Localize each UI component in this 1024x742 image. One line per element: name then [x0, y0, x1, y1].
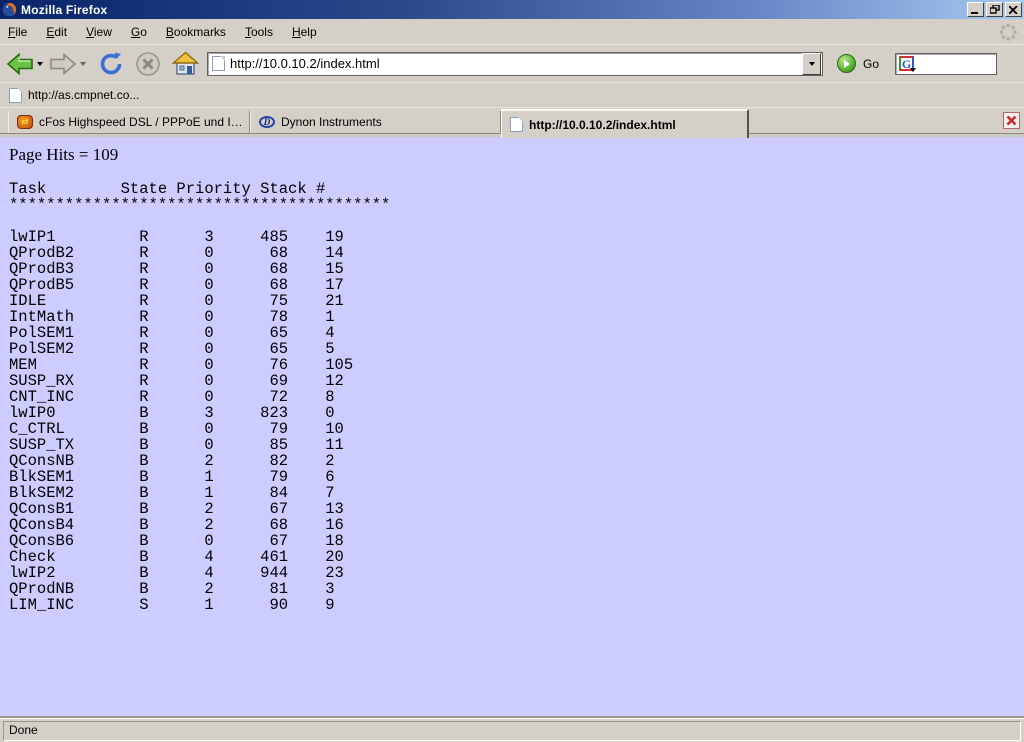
- bookmark-label: http://as.cmpnet.co...: [28, 88, 140, 102]
- close-tab-icon: [1006, 115, 1017, 126]
- home-button[interactable]: [171, 49, 199, 79]
- menu-view[interactable]: View: [86, 24, 112, 39]
- bookmark-item[interactable]: http://as.cmpnet.co...: [9, 87, 140, 103]
- url-bar[interactable]: http://10.0.10.2/index.html: [207, 51, 823, 76]
- menu-bookmarks[interactable]: Bookmarks: [165, 24, 226, 39]
- bookmarks-bar: http://as.cmpnet.co...: [0, 82, 1024, 107]
- window-title: Mozilla Firefox: [21, 2, 108, 17]
- throbber-icon: [998, 22, 1018, 45]
- go-button[interactable]: [837, 54, 856, 73]
- google-search-icon[interactable]: G: [899, 56, 917, 72]
- restore-button[interactable]: [986, 2, 1003, 17]
- menu-file[interactable]: File: [8, 24, 28, 39]
- reload-button[interactable]: [97, 49, 125, 79]
- reload-icon: [100, 52, 122, 74]
- go-label[interactable]: Go: [863, 56, 880, 71]
- tab-2[interactable]: D Dynon Instruments: [250, 111, 501, 133]
- back-button[interactable]: [6, 49, 34, 79]
- menu-items: File Edit View Go Bookmarks Tools Help: [8, 25, 336, 39]
- tab-label: cFos Highspeed DSL / PPPoE und ISDN CAP.…: [39, 115, 249, 129]
- url-input[interactable]: http://10.0.10.2/index.html: [230, 56, 380, 71]
- task-table: Task State Priority Stack # ************…: [9, 180, 391, 614]
- close-window-button[interactable]: [1005, 2, 1022, 17]
- window-controls: [967, 2, 1022, 17]
- menu-tools[interactable]: Tools: [244, 24, 273, 39]
- navigation-toolbar: http://10.0.10.2/index.html Go G: [0, 44, 1024, 82]
- title-bar: Mozilla Firefox: [0, 0, 1024, 19]
- tab-label: http://10.0.10.2/index.html: [529, 117, 676, 132]
- page-icon: [510, 117, 523, 132]
- status-bar: Done: [0, 718, 1024, 742]
- cfos-icon: cf: [17, 115, 33, 129]
- search-input[interactable]: G: [895, 52, 998, 75]
- tab-strip: cf cFos Highspeed DSL / PPPoE und ISDN CA…: [0, 108, 1024, 138]
- url-page-icon: [212, 56, 225, 71]
- stop-icon: [136, 51, 160, 76]
- tab-1[interactable]: cf cFos Highspeed DSL / PPPoE und ISDN CA…: [8, 111, 250, 133]
- forward-dropdown-icon[interactable]: [77, 49, 88, 79]
- tab-3[interactable]: http://10.0.10.2/index.html: [501, 109, 749, 138]
- menu-go[interactable]: Go: [130, 24, 147, 39]
- search-dropdown-icon: [910, 68, 917, 72]
- tab-bar: cf cFos Highspeed DSL / PPPoE und ISDN CA…: [0, 107, 1024, 138]
- page-hits-text: Page Hits = 109: [9, 145, 119, 164]
- back-dropdown-icon[interactable]: [34, 49, 45, 79]
- minimize-button[interactable]: [967, 2, 984, 17]
- dynon-icon: D: [259, 116, 275, 128]
- browser-viewport: Page Hits = 109 Task State Priority Stac…: [0, 137, 1024, 718]
- page-icon: [9, 87, 22, 103]
- firefox-icon: [2, 2, 17, 17]
- go-icon: [844, 59, 850, 68]
- forward-icon: [50, 52, 77, 75]
- menu-edit[interactable]: Edit: [46, 24, 68, 39]
- status-text: Done: [3, 721, 1021, 741]
- menu-bar: File Edit View Go Bookmarks Tools Help: [0, 19, 1024, 44]
- close-tab-button[interactable]: [1003, 112, 1020, 129]
- menu-help[interactable]: Help: [291, 24, 317, 39]
- stop-button[interactable]: [134, 49, 162, 79]
- tab-label: Dynon Instruments: [281, 115, 382, 129]
- forward-button[interactable]: [49, 49, 77, 79]
- home-icon: [171, 51, 199, 75]
- back-icon: [6, 52, 33, 75]
- url-dropdown-icon[interactable]: [802, 52, 821, 75]
